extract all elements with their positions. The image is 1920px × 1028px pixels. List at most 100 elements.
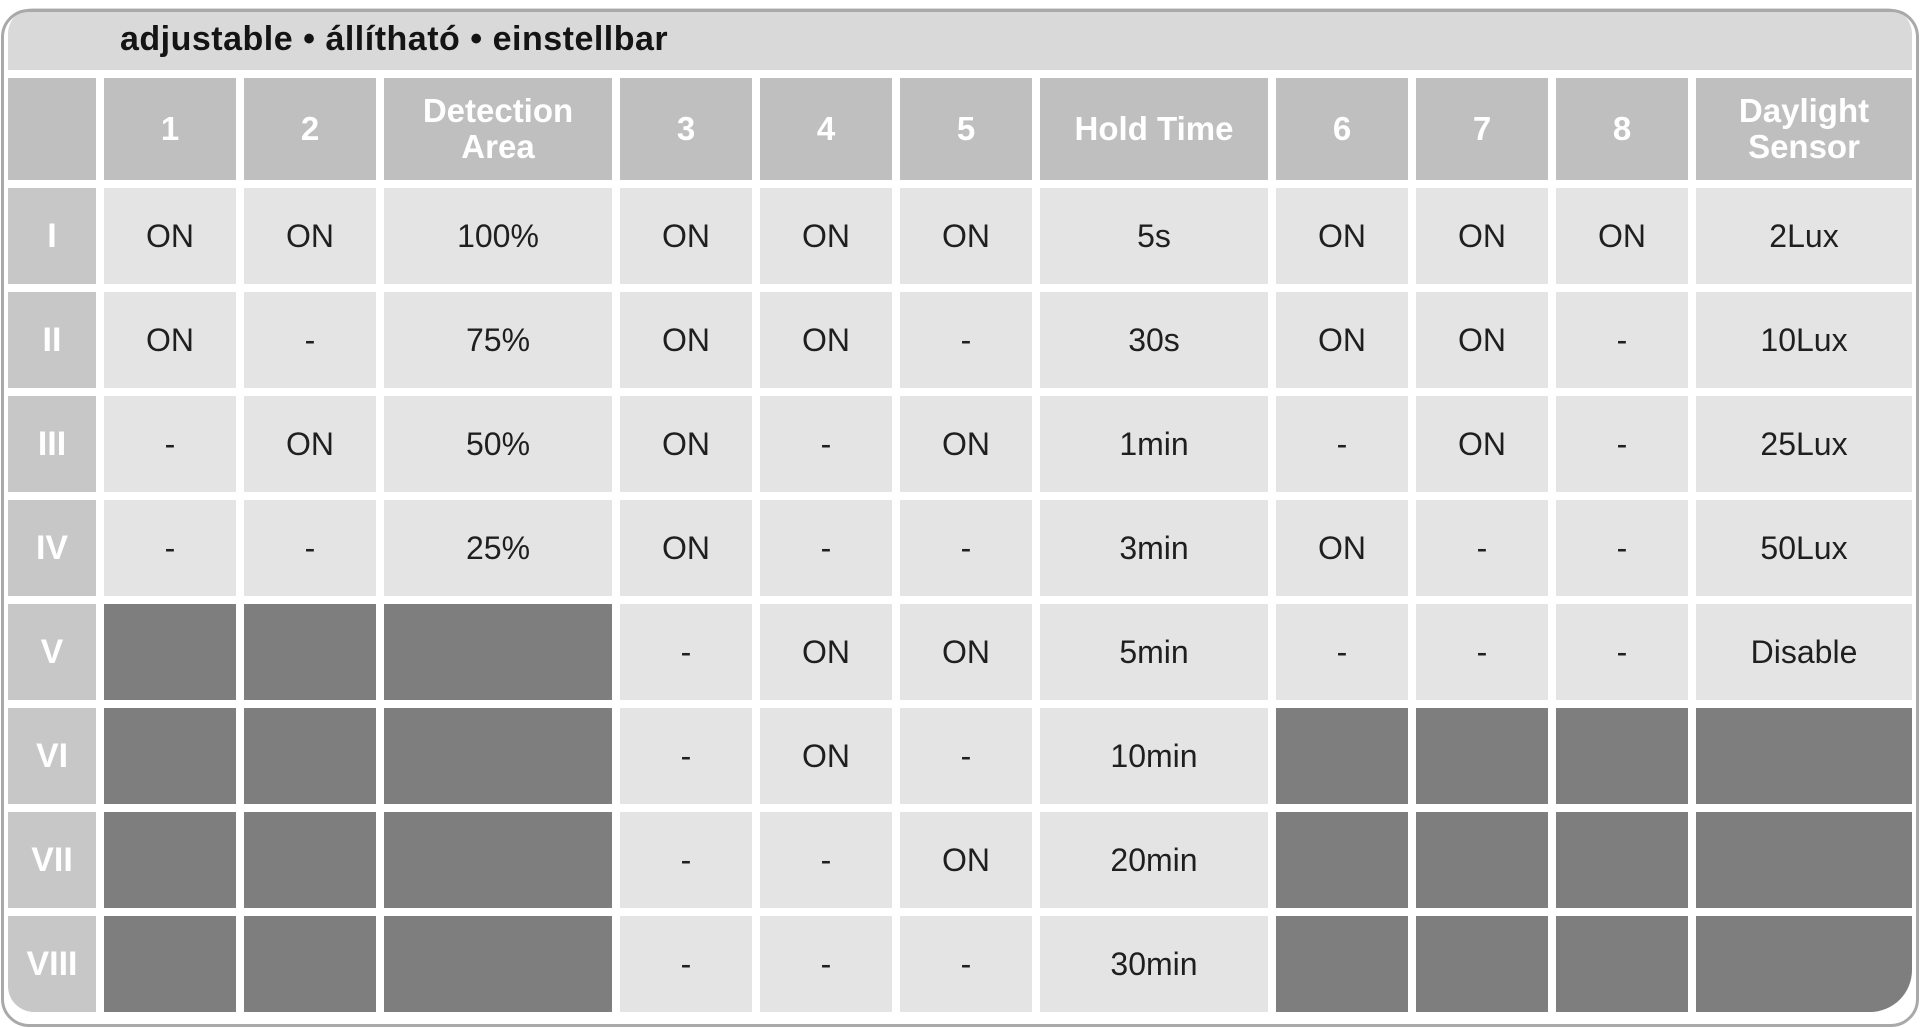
table-cell: -	[104, 396, 236, 492]
table-cell: -	[244, 500, 376, 596]
table-cell: ON	[244, 396, 376, 492]
row-label: II	[8, 292, 96, 388]
table-cell: -	[760, 396, 892, 492]
header-cell-switch-3: 3	[620, 78, 752, 180]
disabled-cell	[1276, 708, 1408, 804]
table-cell: 50Lux	[1696, 500, 1912, 596]
disabled-cell	[384, 604, 612, 700]
disabled-cell	[104, 604, 236, 700]
table-cell: -	[244, 292, 376, 388]
table-cell: -	[620, 916, 752, 1012]
row-label: VII	[8, 812, 96, 908]
table-cell: 1min	[1040, 396, 1268, 492]
table-cell: ON	[620, 188, 752, 284]
table-cell: ON	[1416, 188, 1548, 284]
disabled-cell	[1416, 916, 1548, 1012]
disabled-cell	[384, 812, 612, 908]
disabled-cell	[104, 708, 236, 804]
table-cell: 3min	[1040, 500, 1268, 596]
disabled-cell	[244, 916, 376, 1012]
table-cell: -	[1276, 604, 1408, 700]
table-cell: 75%	[384, 292, 612, 388]
table-cell: ON	[620, 500, 752, 596]
table-cell: ON	[900, 188, 1032, 284]
header-cell-hold-time: Hold Time	[1040, 78, 1268, 180]
table-cell: ON	[1276, 500, 1408, 596]
table-cell: -	[900, 292, 1032, 388]
table-cell: -	[1556, 604, 1688, 700]
table-cell: -	[620, 708, 752, 804]
table-cell: 10Lux	[1696, 292, 1912, 388]
table-cell: 50%	[384, 396, 612, 492]
disabled-cell	[244, 812, 376, 908]
table-cell: 5s	[1040, 188, 1268, 284]
disabled-cell	[1556, 916, 1688, 1012]
table-cell: ON	[760, 188, 892, 284]
table-cell: 20min	[1040, 812, 1268, 908]
header-cell-switch-5: 5	[900, 78, 1032, 180]
header-cell-detection-area: Detection Area	[384, 78, 612, 180]
table-cell: -	[760, 916, 892, 1012]
table-cell: -	[1416, 604, 1548, 700]
table-cell: -	[104, 500, 236, 596]
table-cell: -	[620, 604, 752, 700]
table-cell: -	[620, 812, 752, 908]
table-cell: ON	[760, 292, 892, 388]
disabled-cell	[1696, 916, 1912, 1012]
table-cell: 25%	[384, 500, 612, 596]
table-cell: -	[900, 500, 1032, 596]
header-cell-switch-7: 7	[1416, 78, 1548, 180]
disabled-cell	[104, 916, 236, 1012]
disabled-cell	[1276, 812, 1408, 908]
header-cell-switch-6: 6	[1276, 78, 1408, 180]
table-cell: 10min	[1040, 708, 1268, 804]
banner-title: adjustable • állítható • einstellbar	[8, 8, 1912, 70]
table-cell: ON	[244, 188, 376, 284]
table-cell: ON	[1276, 292, 1408, 388]
disabled-cell	[244, 604, 376, 700]
header-cell-daylight-sensor: Daylight Sensor	[1696, 78, 1912, 180]
table-cell: 2Lux	[1696, 188, 1912, 284]
table-cell: -	[1276, 396, 1408, 492]
table-cell: ON	[620, 396, 752, 492]
table-cell: ON	[760, 708, 892, 804]
table-cell: ON	[900, 812, 1032, 908]
table-cell: 100%	[384, 188, 612, 284]
disabled-cell	[1696, 812, 1912, 908]
row-label: VIII	[8, 916, 96, 1012]
row-label: I	[8, 188, 96, 284]
table-cell: -	[1556, 396, 1688, 492]
header-cell-switch-8: 8	[1556, 78, 1688, 180]
settings-table: 1 2 Detection Area 3 4 5 Hold Time 6 7 8…	[8, 78, 1912, 1012]
table-cell: ON	[1556, 188, 1688, 284]
table-cell: ON	[1416, 292, 1548, 388]
table-cell: -	[1416, 500, 1548, 596]
table-cell: -	[1556, 292, 1688, 388]
table-cell: 25Lux	[1696, 396, 1912, 492]
table-cell: 30min	[1040, 916, 1268, 1012]
row-label: IV	[8, 500, 96, 596]
disabled-cell	[244, 708, 376, 804]
table-cell: 30s	[1040, 292, 1268, 388]
disabled-cell	[1416, 812, 1548, 908]
header-cell-switch-4: 4	[760, 78, 892, 180]
disabled-cell	[384, 708, 612, 804]
table-cell: -	[900, 916, 1032, 1012]
header-cell-corner	[8, 78, 96, 180]
row-label: V	[8, 604, 96, 700]
table-cell: -	[760, 500, 892, 596]
row-label: VI	[8, 708, 96, 804]
table-cell: -	[1556, 500, 1688, 596]
disabled-cell	[104, 812, 236, 908]
disabled-cell	[1276, 916, 1408, 1012]
table-cell: -	[900, 708, 1032, 804]
disabled-cell	[1416, 708, 1548, 804]
table-cell: ON	[900, 396, 1032, 492]
table-cell: 5min	[1040, 604, 1268, 700]
table-cell: ON	[900, 604, 1032, 700]
table-cell: ON	[620, 292, 752, 388]
table-cell: ON	[1416, 396, 1548, 492]
table-cell: ON	[104, 188, 236, 284]
table-cell: ON	[760, 604, 892, 700]
header-cell-switch-1: 1	[104, 78, 236, 180]
